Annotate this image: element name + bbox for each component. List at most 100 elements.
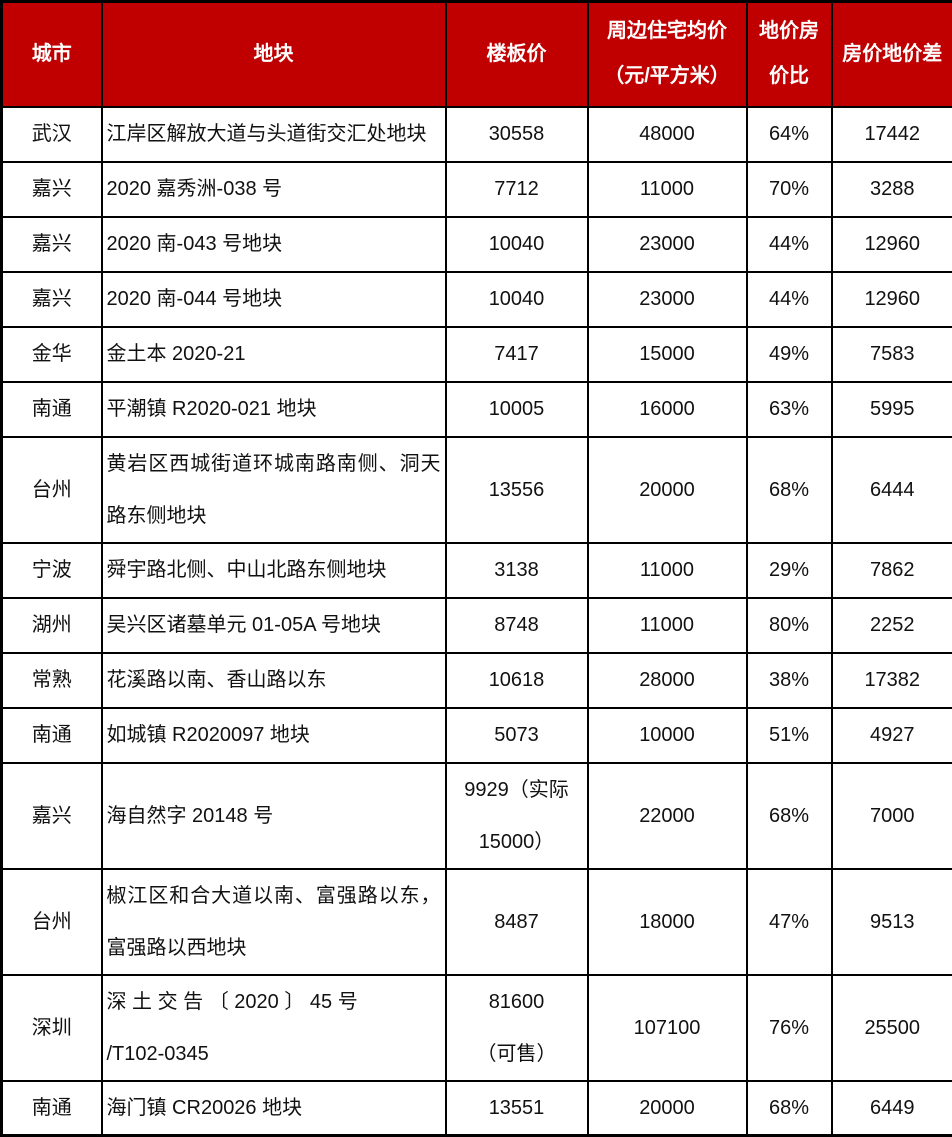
floor-price-cell: 13551	[446, 1081, 588, 1136]
city-cell: 武汉	[2, 107, 102, 162]
floor-price-cell: 10005	[446, 382, 588, 437]
surrounding-price-cell: 107100	[588, 975, 747, 1081]
plot-cell: 花溪路以南、香山路以东	[102, 653, 446, 708]
plot-cell: 椒江区和合大道以南、富强路以东，富强路以西地块	[102, 869, 446, 975]
floor-price-cell: 10618	[446, 653, 588, 708]
plot-cell: 吴兴区诸墓单元 01-05A 号地块	[102, 598, 446, 653]
surrounding-price-cell: 20000	[588, 437, 747, 543]
city-cell: 深圳	[2, 975, 102, 1081]
city-cell: 嘉兴	[2, 217, 102, 272]
surrounding-price-cell: 15000	[588, 327, 747, 382]
ratio-cell: 68%	[747, 1081, 832, 1136]
ratio-cell: 47%	[747, 869, 832, 975]
price-gap-cell: 9513	[832, 869, 952, 975]
city-cell: 常熟	[2, 653, 102, 708]
price-gap-cell: 25500	[832, 975, 952, 1081]
city-cell: 嘉兴	[2, 162, 102, 217]
floor-price-cell: 5073	[446, 708, 588, 763]
city-cell: 湖州	[2, 598, 102, 653]
price-gap-cell: 6444	[832, 437, 952, 543]
price-gap-cell: 7583	[832, 327, 952, 382]
plot-cell: 金土本 2020-21	[102, 327, 446, 382]
city-cell: 南通	[2, 382, 102, 437]
surrounding-price-cell: 23000	[588, 217, 747, 272]
surrounding-price-cell: 20000	[588, 1081, 747, 1136]
ratio-cell: 70%	[747, 162, 832, 217]
surrounding-price-cell: 10000	[588, 708, 747, 763]
price-gap-cell: 17442	[832, 107, 952, 162]
ratio-cell: 63%	[747, 382, 832, 437]
price-gap-cell: 6449	[832, 1081, 952, 1136]
price-gap-cell: 12960	[832, 217, 952, 272]
plot-cell: 2020 南-044 号地块	[102, 272, 446, 327]
city-cell: 金华	[2, 327, 102, 382]
floor-price-cell: 8748	[446, 598, 588, 653]
surrounding-price-cell: 23000	[588, 272, 747, 327]
plot-cell: 2020 南-043 号地块	[102, 217, 446, 272]
price-gap-cell: 5995	[832, 382, 952, 437]
floor-price-cell: 81600 （可售）	[446, 975, 588, 1081]
plot-cell: 舜宇路北侧、中山北路东侧地块	[102, 543, 446, 598]
city-cell: 台州	[2, 437, 102, 543]
plot-cell: 如城镇 R2020097 地块	[102, 708, 446, 763]
surrounding-price-cell: 22000	[588, 763, 747, 869]
surrounding-price-cell: 11000	[588, 162, 747, 217]
price-gap-cell: 7862	[832, 543, 952, 598]
plot-cell: 海门镇 CR20026 地块	[102, 1081, 446, 1136]
floor-price-cell: 9929（实际 15000）	[446, 763, 588, 869]
floor-price-cell: 30558	[446, 107, 588, 162]
price-gap-cell: 12960	[832, 272, 952, 327]
ratio-cell: 68%	[747, 437, 832, 543]
surrounding-price-cell: 28000	[588, 653, 747, 708]
city-cell: 嘉兴	[2, 272, 102, 327]
surrounding-price-cell: 16000	[588, 382, 747, 437]
ratio-cell: 64%	[747, 107, 832, 162]
floor-price-cell: 10040	[446, 272, 588, 327]
floor-price-cell: 13556	[446, 437, 588, 543]
header-surrounding-price: 周边住宅均价 （元/平方米）	[588, 2, 747, 107]
city-cell: 台州	[2, 869, 102, 975]
ratio-cell: 49%	[747, 327, 832, 382]
plot-cell: 2020 嘉秀洲-038 号	[102, 162, 446, 217]
header-city: 城市	[2, 2, 102, 107]
floor-price-cell: 3138	[446, 543, 588, 598]
plot-cell: 海自然字 20148 号	[102, 763, 446, 869]
price-gap-cell: 17382	[832, 653, 952, 708]
surrounding-price-cell: 11000	[588, 598, 747, 653]
header-row: 城市 地块 楼板价 周边住宅均价 （元/平方米） 地价房 价比 房价地价差	[2, 2, 952, 107]
header-land-house-ratio: 地价房 价比	[747, 2, 832, 107]
header-plot: 地块	[102, 2, 446, 107]
city-cell: 宁波	[2, 543, 102, 598]
floor-price-cell: 10040	[446, 217, 588, 272]
price-gap-cell: 7000	[832, 763, 952, 869]
city-cell: 嘉兴	[2, 763, 102, 869]
price-gap-cell: 4927	[832, 708, 952, 763]
ratio-cell: 29%	[747, 543, 832, 598]
surrounding-price-cell: 48000	[588, 107, 747, 162]
plot-cell: 平潮镇 R2020-021 地块	[102, 382, 446, 437]
floor-price-cell: 8487	[446, 869, 588, 975]
plot-cell: 黄岩区西城街道环城南路南侧、洞天路东侧地块	[102, 437, 446, 543]
ratio-cell: 80%	[747, 598, 832, 653]
ratio-cell: 44%	[747, 272, 832, 327]
plot-cell: 深 土 交 告 〔 2020 〕 45 号 /T102-0345	[102, 975, 446, 1081]
surrounding-price-cell: 11000	[588, 543, 747, 598]
header-floor-price: 楼板价	[446, 2, 588, 107]
ratio-cell: 38%	[747, 653, 832, 708]
floor-price-cell: 7417	[446, 327, 588, 382]
surrounding-price-cell: 18000	[588, 869, 747, 975]
city-cell: 南通	[2, 708, 102, 763]
